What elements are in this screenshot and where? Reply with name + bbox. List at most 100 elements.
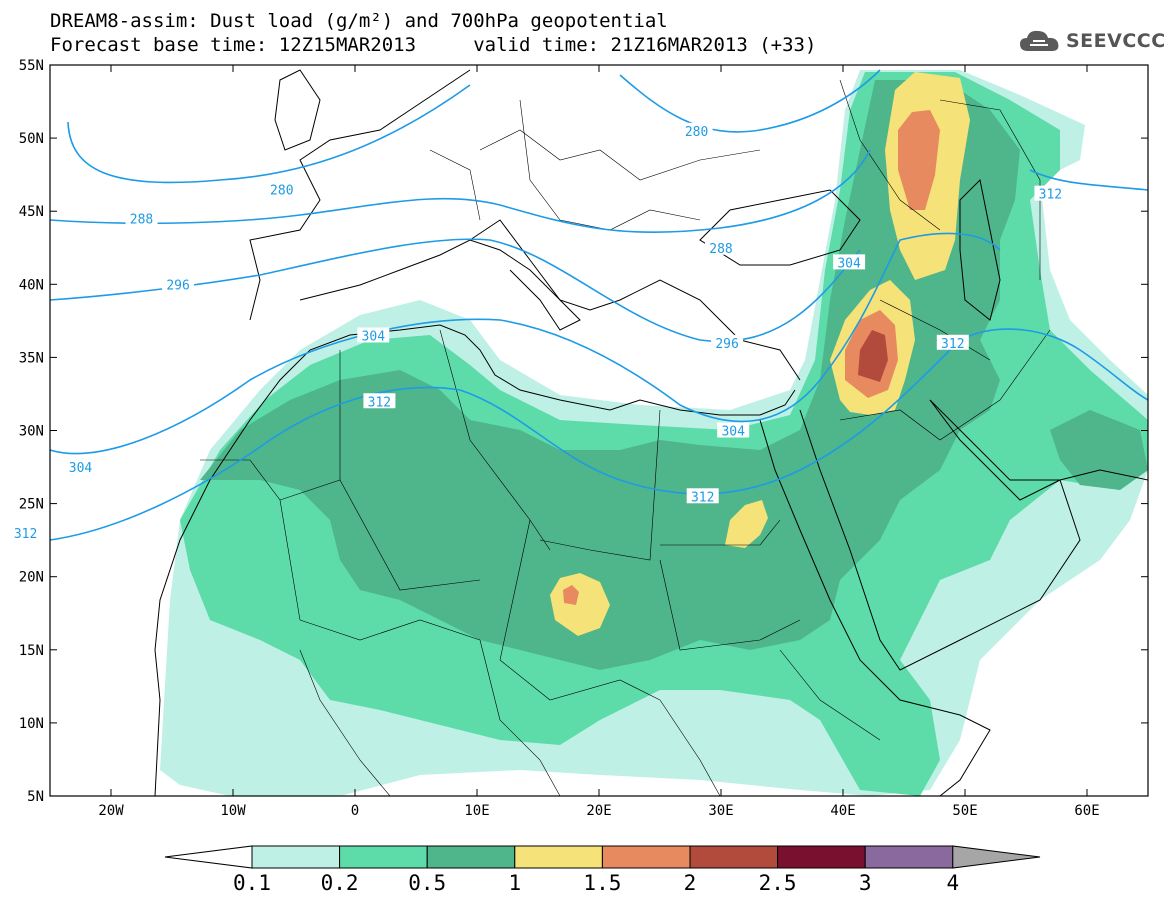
africa-coast xyxy=(154,324,796,796)
contour-label-text: 296 xyxy=(715,337,738,352)
contour-label-bg xyxy=(1034,185,1067,201)
border xyxy=(879,299,991,361)
border xyxy=(660,519,781,546)
contour-label: 296 xyxy=(711,334,744,352)
contour-label: 312 xyxy=(936,334,969,352)
border xyxy=(499,519,661,701)
contour-label: 280 xyxy=(265,181,298,198)
colorbar-swatch xyxy=(601,845,691,869)
colorbar-swatch xyxy=(777,845,866,869)
contour-label: 304 xyxy=(357,327,390,344)
coastline-layer xyxy=(154,69,1148,796)
border xyxy=(299,649,391,796)
contour-label-text: 312 xyxy=(691,490,714,505)
contour-label: 296 xyxy=(162,276,195,293)
border xyxy=(200,459,301,621)
geopotential-contours xyxy=(50,69,1148,541)
border xyxy=(659,559,801,651)
contour-label-text: 304 xyxy=(362,329,386,344)
contour-label: 304 xyxy=(717,422,750,440)
border xyxy=(839,79,941,231)
colorbar-swatch xyxy=(251,845,341,869)
border xyxy=(939,99,1041,280)
lat-tick-label: 25N xyxy=(19,497,44,513)
lon-tick-label: 60E xyxy=(1074,803,1099,819)
contour-label-bg xyxy=(686,488,719,504)
contour-label-bg xyxy=(64,459,97,475)
latitude-axis: 55N 50N 45N 40N 35N 30N 25N 20N 15N 10N 5N xyxy=(19,58,1148,805)
border xyxy=(299,619,481,641)
dust-region-1.5-chad xyxy=(563,585,579,605)
contour-296 xyxy=(50,238,861,343)
italy xyxy=(469,219,581,331)
contour-312-north xyxy=(1029,169,1148,191)
lat-tick-label: 45N xyxy=(19,204,44,220)
colorbar-label: 0.2 xyxy=(321,871,359,895)
lat-tick-label: 20N xyxy=(19,570,44,586)
contour-label: 304 xyxy=(64,459,97,476)
dust-region-1.0-egypt xyxy=(725,500,768,548)
contour-label: 312 xyxy=(686,488,719,505)
contour-label-text: 312 xyxy=(1039,188,1062,203)
border xyxy=(839,329,1051,441)
colorbar-label: 2 xyxy=(684,871,697,895)
logo-text: SEEVCCC xyxy=(1066,30,1165,52)
contour-label: 312 xyxy=(363,393,396,410)
map-title: DREAM8-assim: Dust load (g/m²) and 700hP… xyxy=(50,10,668,32)
contour-label-bg xyxy=(357,327,390,343)
colorbar-swatch xyxy=(689,845,779,869)
dust-region-0.5-east xyxy=(1050,410,1148,490)
dust-region-1.0-chad xyxy=(550,573,610,636)
colorbar-label: 0.5 xyxy=(408,871,446,895)
contour-label: 312 xyxy=(9,524,42,542)
contour-288 xyxy=(50,149,871,234)
contour-label-bg xyxy=(265,181,298,197)
border xyxy=(279,479,481,591)
border xyxy=(479,129,761,181)
arabia-coast xyxy=(799,399,1081,671)
dust-region-0.5 xyxy=(200,80,1020,670)
contour-label: 288 xyxy=(125,210,158,228)
dust-shading-layer xyxy=(160,70,1148,796)
contour-label-bg xyxy=(9,524,42,540)
lat-tick-label: 50N xyxy=(19,131,44,147)
europe-coast xyxy=(249,69,471,321)
lon-tick-label: 10E xyxy=(464,803,489,819)
contour-label-bg xyxy=(833,254,866,270)
map-subtitle: Forecast base time: 12Z15MAR2013 valid t… xyxy=(50,34,817,56)
contour-label-text: 312 xyxy=(14,527,37,542)
border xyxy=(779,649,881,741)
colorbar-under-arrow xyxy=(164,845,253,869)
contour-label-bg xyxy=(711,334,744,350)
contour-labels: 280 280 288 288 296 296 304 304 304 304 312 312 312 3… xyxy=(9,122,1067,542)
contour-label: 288 xyxy=(705,239,737,257)
contour-label-text: 296 xyxy=(166,278,189,293)
contour-label-bg xyxy=(125,210,158,226)
contour-label-text: 312 xyxy=(368,395,391,410)
colorbar-label: 3 xyxy=(859,871,872,895)
contour-label-text: 304 xyxy=(837,256,861,271)
seevccc-logo: SEEVCCC xyxy=(1018,26,1165,56)
persian-gulf xyxy=(929,399,1148,501)
colorbar-label: 1.5 xyxy=(583,871,621,895)
colorbar-label: 1 xyxy=(508,871,521,895)
contour-label-bg xyxy=(936,334,969,350)
lat-tick-label: 55N xyxy=(19,58,44,74)
contour-label-bg xyxy=(705,239,737,255)
lat-tick-label: 15N xyxy=(19,643,44,659)
border xyxy=(479,639,561,796)
contour-304 xyxy=(50,232,1001,455)
colorbar-swatch xyxy=(514,845,603,869)
british-isles xyxy=(274,69,321,151)
contour-280-east xyxy=(619,69,881,133)
contour-280-west xyxy=(67,84,471,184)
contour-label-bg xyxy=(162,276,195,292)
contour-label: 312 xyxy=(1034,185,1067,203)
lat-tick-label: 35N xyxy=(19,350,44,366)
lat-tick-label: 10N xyxy=(19,716,44,732)
lon-tick-label: 30E xyxy=(708,803,733,819)
colorbar-label: 2.5 xyxy=(759,871,797,895)
contour-312 xyxy=(50,328,1148,541)
border xyxy=(659,699,721,796)
